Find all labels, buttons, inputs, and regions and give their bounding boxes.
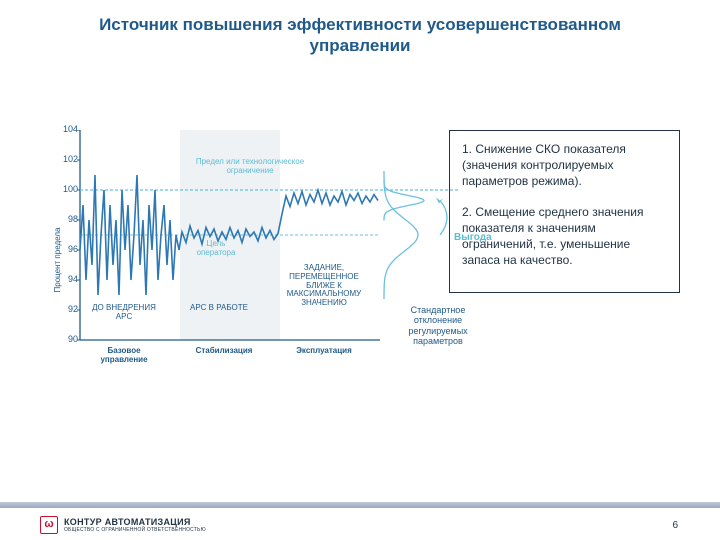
logo: ω КОНТУР АВТОМАТИЗАЦИЯ ОБЩЕСТВО С ОГРАНИ… xyxy=(40,516,206,534)
logo-sub: ОБЩЕСТВО С ОГРАНИЧЕННОЙ ОТВЕТСТВЕННОСТЬЮ xyxy=(64,527,206,533)
page-number: 6 xyxy=(672,520,678,531)
explanation-p2: 2. Смещение среднего значения показателя… xyxy=(462,204,667,269)
std-deviation-label: Стандартное отклонение регулируемых пара… xyxy=(388,305,488,346)
x-sub-base: Базовое управление xyxy=(84,346,164,364)
slide-title: Источник повышения эффективности усоверш… xyxy=(60,14,660,57)
limit-label: Предел или технологическое ограничение xyxy=(180,158,320,176)
in-label-stab: APC В РАБОТЕ xyxy=(184,304,254,313)
logo-brand: КОНТУР АВТОМАТИЗАЦИЯ xyxy=(64,517,206,527)
footer-bar xyxy=(0,502,720,508)
x-sub-stab: Стабилизация xyxy=(184,346,264,355)
in-label-base: ДО ВНЕДРЕНИЯ APC xyxy=(84,304,164,322)
explanation-box: 1. Снижение СКО показателя (значения кон… xyxy=(449,130,680,293)
y-tick: 90 xyxy=(56,335,78,344)
y-tick: 96 xyxy=(56,245,78,254)
y-tick: 104 xyxy=(56,125,78,134)
y-tick: 102 xyxy=(56,155,78,164)
in-label-oper: ЗАДАНИЕ, ПЕРЕМЕЩЕННОЕ БЛИЖЕ К МАКСИМАЛЬН… xyxy=(276,264,372,308)
y-tick: 98 xyxy=(56,215,78,224)
explanation-p1: 1. Снижение СКО показателя (значения кон… xyxy=(462,141,667,190)
slide: Источник повышения эффективности усоверш… xyxy=(0,0,720,540)
x-sub-oper: Эксплуатация xyxy=(284,346,364,355)
y-tick: 92 xyxy=(56,305,78,314)
y-tick: 94 xyxy=(56,275,78,284)
target-label: Цель оператора xyxy=(186,240,246,258)
logo-mark-icon: ω xyxy=(40,516,58,534)
y-tick: 100 xyxy=(56,185,78,194)
chart: Процент предела 1041021009896949290 Пред… xyxy=(60,130,380,390)
